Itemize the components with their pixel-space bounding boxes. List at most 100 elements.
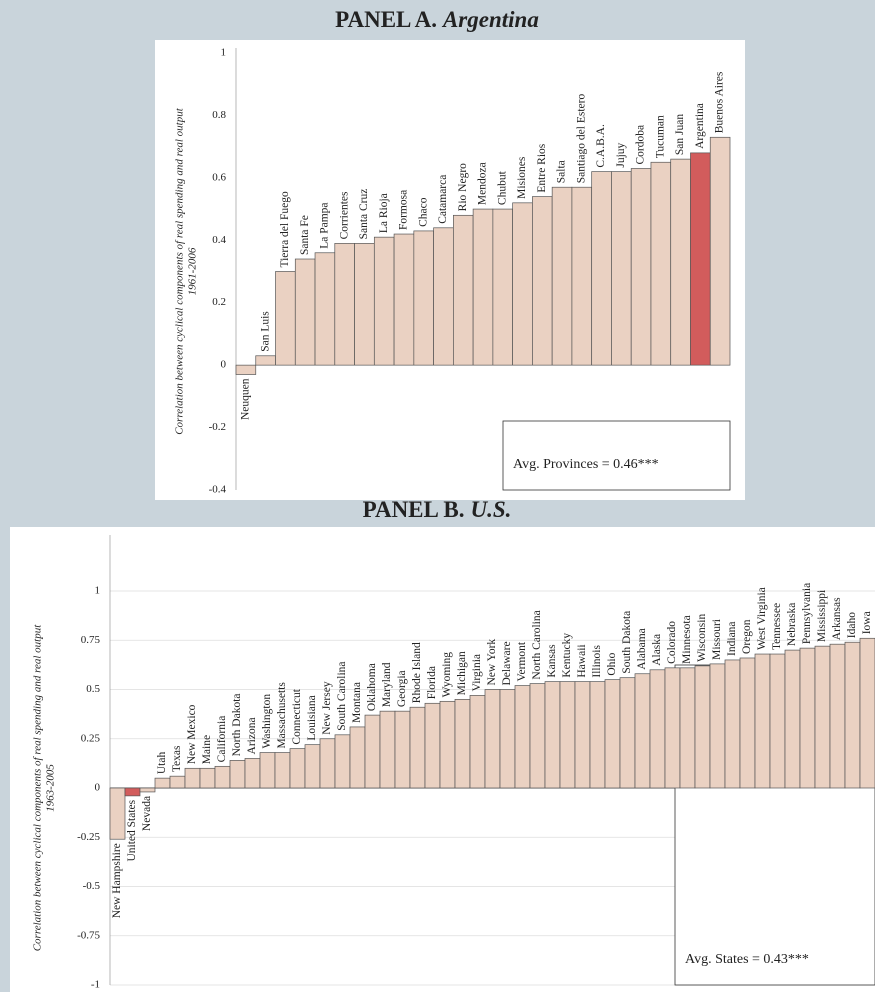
bar-label: Argentina: [694, 103, 706, 149]
title-text: PANEL A.: [335, 7, 437, 32]
bar: [453, 214, 474, 366]
bar-label: Oklahoma: [366, 663, 378, 711]
bar-label: Massachusetts: [276, 682, 288, 749]
bar: [844, 641, 861, 789]
bar: [679, 667, 696, 789]
bar-label: West Virginia: [756, 587, 768, 650]
y-axis-label: 1963-2005: [45, 764, 57, 812]
bar: [532, 196, 553, 366]
bar-label: La Rioja: [378, 193, 390, 233]
y-tick-label: -0.5: [83, 880, 101, 892]
bar: [514, 685, 531, 789]
bar: [619, 677, 636, 789]
bar-label: New Mexico: [186, 704, 198, 764]
bar: [139, 787, 156, 793]
title-italic: Argentina: [441, 7, 539, 32]
bar: [754, 653, 771, 789]
bar: [499, 689, 516, 789]
bar-label: Utah: [156, 752, 168, 775]
bar: [611, 171, 632, 366]
bar-label: Arkansas: [831, 597, 843, 640]
bar-label: Ohio: [606, 652, 618, 675]
bar: [724, 659, 741, 789]
annotation: Avg. Provinces = 0.46***: [513, 457, 659, 472]
bar: [709, 663, 726, 789]
bar: [739, 657, 756, 789]
y-tick-label: 0.2: [212, 296, 226, 308]
bar: [709, 136, 731, 366]
y-tick-label: -1: [91, 979, 100, 991]
bar-label: New York: [486, 639, 498, 686]
bar-label: Arizona: [246, 717, 258, 754]
bar-label: Entre Rios: [536, 143, 548, 192]
bar: [393, 233, 415, 366]
annotation-box: [502, 420, 731, 491]
bar-label: Delaware: [501, 641, 513, 685]
bar: [589, 681, 606, 789]
bar-label: New Hampshire: [111, 843, 123, 918]
y-tick-label: 0.4: [212, 234, 226, 246]
bar: [799, 647, 816, 789]
bar-label: Florida: [426, 666, 438, 699]
bar-label: San Luis: [259, 311, 271, 352]
bar-label: Pennsylvania: [801, 583, 813, 644]
bar-label: California: [216, 716, 228, 763]
bar: [492, 208, 513, 366]
bar: [334, 243, 355, 366]
bar-label: Virginia: [471, 654, 483, 691]
y-axis-label: Correlation between cyclical components …: [32, 624, 44, 952]
y-tick-label: -0.4: [209, 484, 227, 496]
bar-label: Hawaii: [576, 644, 588, 677]
bar-label: Wyoming: [441, 652, 453, 698]
bar-label: Texas: [171, 745, 183, 772]
bar-label: United States: [126, 799, 138, 861]
bar: [433, 227, 454, 366]
bar-label: Santa Cruz: [358, 189, 370, 240]
bar-label: Georgia: [396, 670, 408, 707]
bar: [529, 683, 546, 789]
bar-label: Maine: [201, 735, 213, 764]
bar: [229, 760, 246, 789]
bar-label: Catamarca: [437, 175, 449, 224]
bar: [670, 158, 691, 366]
y-tick-label: -0.75: [77, 929, 100, 941]
bar: [169, 775, 186, 789]
bar: [591, 171, 612, 366]
bar: [255, 355, 276, 366]
bar-label: Vermont: [516, 641, 528, 681]
y-tick-label: 0: [95, 782, 101, 794]
bar-label: Neuquen: [240, 378, 252, 420]
bar: [373, 236, 395, 366]
bar-label: Santa Fe: [299, 215, 311, 255]
bar: [544, 681, 561, 789]
bar-label: Illinois: [591, 645, 603, 678]
bar-label: Kansas: [546, 644, 558, 678]
panel-title: PANEL A. Argentina: [335, 7, 539, 32]
bar-label: New Jersey: [321, 681, 333, 735]
y-tick-label: 1: [95, 585, 101, 597]
bar: [469, 695, 486, 789]
bar-label: Buenos Aires: [714, 71, 726, 133]
y-axis-label: Correlation between cyclical components …: [174, 107, 186, 435]
bar: [814, 645, 831, 789]
bar: [424, 702, 441, 789]
bar-label: North Dakota: [231, 693, 243, 756]
bar: [184, 767, 201, 789]
bar: [354, 243, 375, 366]
bar: [829, 643, 846, 789]
bar: [559, 681, 576, 789]
bar-label: Nevada: [141, 796, 153, 831]
bar-label: Jujuy: [615, 142, 627, 167]
bar: [439, 700, 456, 789]
bar: [694, 665, 711, 789]
bar: [154, 777, 171, 789]
bar-label: South Carolina: [336, 661, 348, 730]
title-italic: U.S.: [470, 497, 511, 522]
bar: [784, 649, 801, 789]
y-tick-label: 0.25: [81, 732, 101, 744]
bar-label: Washington: [261, 694, 273, 749]
y-tick-label: 0.5: [86, 683, 100, 695]
panel: PANEL B. U.S. -1 -0.75 -0.5 -0.25 0 0.25 0.5 0.75…: [10, 497, 875, 992]
bar: [551, 186, 573, 366]
bar-label: Formosa: [398, 190, 410, 230]
